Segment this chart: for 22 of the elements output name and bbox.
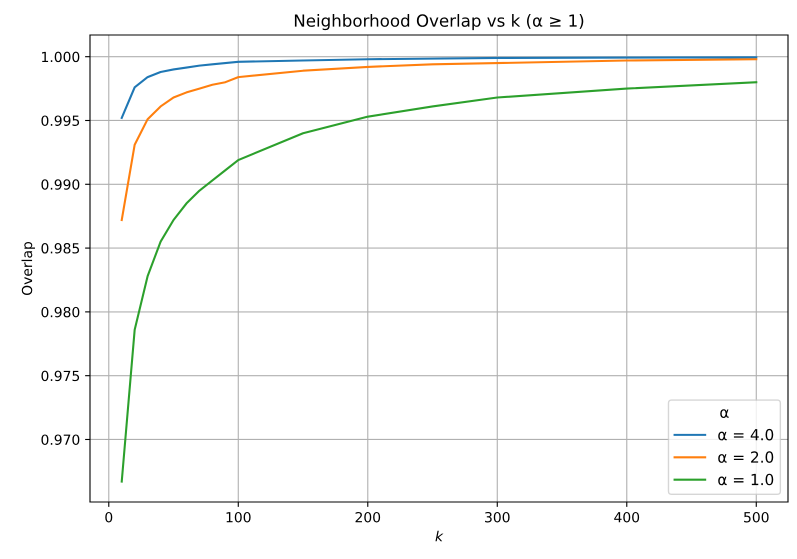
line-series: [120, 56, 758, 119]
y-tick-label: 0.985: [41, 243, 80, 254]
y-tick-label: 0.975: [41, 370, 80, 382]
line-series: [120, 58, 758, 222]
legend-label: α = 1.0: [718, 474, 774, 486]
x-tick-label: 200: [356, 512, 380, 522]
chart-title: Neighborhood Overlap vs k (α ≥ 1): [294, 14, 584, 30]
x-axis-title: k: [435, 530, 444, 542]
y-tick-label: 0.990: [41, 179, 80, 190]
y-tick-label: 1.000: [42, 52, 80, 62]
y-axis-title: Overlap: [22, 242, 35, 296]
x-tick-label: 400: [614, 512, 640, 522]
legend-label: α = 2.0: [718, 451, 774, 463]
x-tick-label: 100: [226, 512, 251, 522]
x-tick-label: 500: [744, 512, 769, 522]
x-tick-label: 300: [485, 512, 510, 522]
legend-label: α = 4.0: [718, 428, 774, 440]
legend-title: α: [720, 409, 729, 418]
y-tick-label: 0.980: [41, 306, 80, 318]
y-tick-label: 0.995: [41, 115, 80, 126]
y-tick-label: 0.970: [41, 434, 80, 445]
x-tick-label: 0: [105, 512, 112, 522]
